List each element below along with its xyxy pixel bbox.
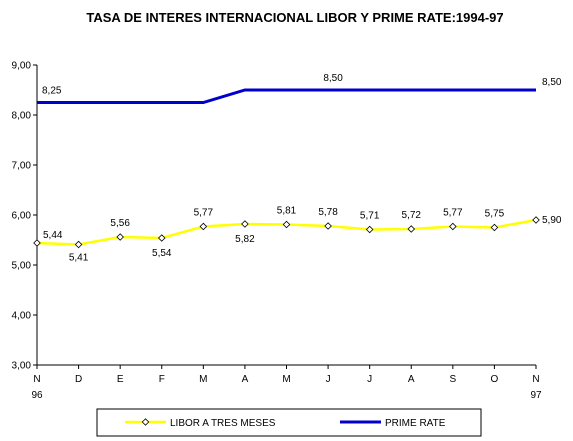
series-markers <box>33 216 540 249</box>
libor-data-label: 5,54 <box>152 248 172 259</box>
prime-rate-data-label: 8,50 <box>542 77 562 88</box>
libor-point <box>449 222 457 231</box>
x-tick-year-label: 97 <box>530 390 542 401</box>
libor-point <box>33 239 41 247</box>
x-tick-label: J <box>326 374 331 385</box>
y-tick-label: 8,00 <box>12 111 32 122</box>
libor-data-label: 5,78 <box>318 207 338 218</box>
libor-data-label: 5,71 <box>360 211 380 222</box>
libor-data-label: 5,56 <box>110 218 130 229</box>
libor-point <box>157 234 166 242</box>
libor-data-label: 5,72 <box>402 210 422 221</box>
legend: LIBOR A TRES MESES PRIME RATE <box>96 408 482 437</box>
libor-data-label: 5,77 <box>443 208 463 219</box>
libor-data-label: 5,90 <box>542 215 562 226</box>
x-tick-label: A <box>408 374 415 385</box>
y-tick-label: 4,00 <box>12 311 32 322</box>
libor-data-label: 5,77 <box>194 208 214 219</box>
x-tick-label: J <box>367 374 372 385</box>
libor-point <box>241 220 249 228</box>
x-axis-ticks: N 96 D E F M A M J J A S O N 97 <box>31 365 542 401</box>
y-tick-label: 7,00 <box>12 161 32 172</box>
y-axis-ticks: 3,00 4,00 5,00 6,00 7,00 8,00 9,00 <box>12 61 37 372</box>
libor-point <box>282 220 291 229</box>
x-tick-label: D <box>75 374 82 385</box>
libor-point <box>490 223 499 232</box>
legend-libor-label: LIBOR A TRES MESES <box>170 418 276 429</box>
legend-prime-label: PRIME RATE <box>385 418 446 429</box>
x-tick-label: M <box>199 374 207 385</box>
libor-point <box>116 233 124 241</box>
chart-title: TASA DE INTERES INTERNACIONAL LIBOR Y PR… <box>86 10 503 25</box>
prime-rate-line <box>37 88 536 104</box>
libor-point <box>532 216 540 224</box>
libor-point <box>199 222 208 231</box>
prime-rate-data-label: 8,25 <box>42 86 62 97</box>
libor-data-label: 5,41 <box>69 253 89 264</box>
libor-data-label: 5,82 <box>235 234 255 245</box>
data-labels: 5,44 5,41 5,56 5,54 5,77 5,82 5,81 5,78 5,71 5,72… <box>42 73 562 264</box>
y-tick-label: 3,00 <box>12 361 32 372</box>
y-tick-label: 5,00 <box>12 261 32 272</box>
x-tick-label: E <box>117 374 124 385</box>
x-tick-label: N <box>33 374 40 385</box>
libor-data-label: 5,44 <box>43 230 63 241</box>
x-tick-label: A <box>242 374 249 385</box>
x-tick-label: S <box>449 374 456 385</box>
y-tick-label: 9,00 <box>12 61 32 72</box>
libor-data-label: 5,81 <box>277 206 297 217</box>
y-tick-label: 6,00 <box>12 211 32 222</box>
libor-point <box>407 225 416 233</box>
legend-libor-marker <box>141 418 150 426</box>
x-tick-label: F <box>159 374 165 385</box>
x-tick-label: O <box>491 374 499 385</box>
libor-data-label: 5,75 <box>485 209 505 220</box>
libor-point <box>74 240 83 249</box>
libor-point <box>365 225 374 234</box>
x-tick-label: N <box>532 374 539 385</box>
x-tick-year-label: 96 <box>31 390 43 401</box>
x-tick-label: M <box>282 374 290 385</box>
libor-point <box>324 222 332 230</box>
prime-rate-data-label: 8,50 <box>323 73 343 84</box>
